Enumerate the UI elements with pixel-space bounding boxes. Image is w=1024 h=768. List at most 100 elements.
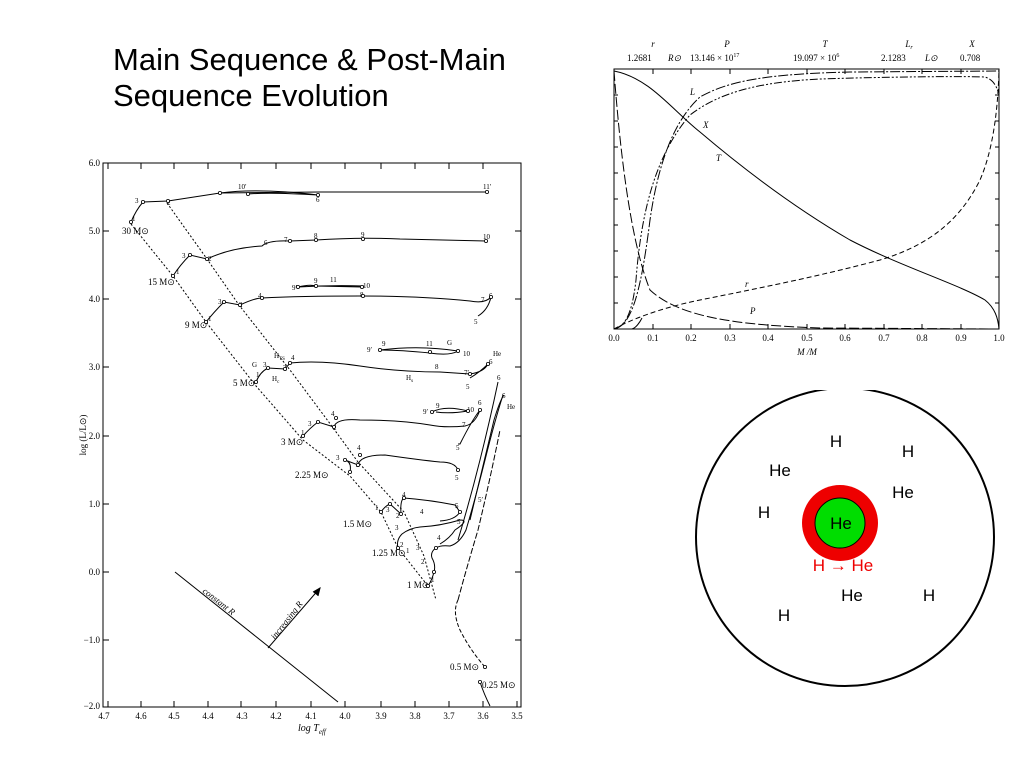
track-30msun <box>130 191 487 223</box>
track-point <box>465 408 470 413</box>
point-label: 4 <box>420 508 424 516</box>
point-label: 4 <box>437 534 441 542</box>
track-point <box>315 419 320 424</box>
track-point <box>221 299 226 304</box>
point-label: Hs <box>406 374 413 384</box>
track-point <box>482 665 487 670</box>
point-label: 1 <box>375 504 379 512</box>
track-point <box>355 462 360 467</box>
envelope-label: H <box>778 606 790 625</box>
point-label: 5 <box>456 444 460 452</box>
interior-plot-frame <box>613 68 1000 330</box>
interior-x-tick-label: 0.0 <box>608 333 620 343</box>
point-label: 5 <box>466 383 470 391</box>
point-label: He <box>493 350 501 358</box>
point-label: HTS <box>274 352 285 362</box>
track-point <box>488 294 493 299</box>
point-label: 5′ <box>478 496 484 504</box>
hr-x-axis-label-main: log T <box>298 723 320 734</box>
track-point <box>401 495 406 500</box>
track-point <box>333 415 338 420</box>
track-point <box>398 512 403 517</box>
point-label: 7 <box>481 296 485 304</box>
interior-header-value-main: 13.146 × 10 <box>690 53 734 63</box>
hr-y-ticks <box>103 162 521 641</box>
slide-title: Main Sequence & Post-Main Sequence Evolu… <box>113 42 573 114</box>
interior-header-value: 0.708 <box>960 53 981 63</box>
track-point <box>485 361 490 366</box>
curve-l <box>613 70 1000 330</box>
point-label: 7 <box>284 236 288 244</box>
mass-label: 15 M⊙ <box>148 277 175 287</box>
track-point <box>128 219 133 224</box>
point-label: 9 <box>314 277 318 285</box>
point-label: 3 <box>308 420 312 428</box>
point-label: 3 <box>218 298 222 306</box>
point-label: G <box>252 361 257 369</box>
track-point <box>265 365 270 370</box>
track-5msun <box>255 361 489 383</box>
interior-header-value-exp: 17 <box>733 53 739 59</box>
track-0-5msun-ascent <box>457 429 501 601</box>
red-giant-branch <box>457 381 505 541</box>
track-point <box>378 509 383 514</box>
interior-header-unit: L⊙ <box>924 53 938 63</box>
track-point <box>259 295 264 300</box>
mass-label: 1.5 M⊙ <box>343 519 372 529</box>
point-label: 6 <box>497 374 501 382</box>
hr-x-tick-label: 3.8 <box>409 711 421 721</box>
track-point <box>457 509 462 514</box>
increasing-r-arrowhead <box>312 586 321 597</box>
point-label: 4 <box>291 354 295 362</box>
track-point <box>455 467 460 472</box>
interior-header-label-main: L <box>904 39 910 49</box>
point-label: 1 <box>431 576 435 584</box>
hc-label-sub: c <box>277 380 280 385</box>
hr-x-axis-label-sub: eff <box>319 728 327 736</box>
interior-x-tick-label: 0.4 <box>762 333 774 343</box>
hr-x-tick-label: 4.1 <box>305 711 316 721</box>
point-label: 4 <box>331 410 335 418</box>
point-label: 11′ <box>483 183 492 191</box>
envelope-label: H <box>830 432 842 451</box>
hts-label-sub: TS <box>279 357 285 362</box>
mass-label: 2.25 M⊙ <box>295 470 329 480</box>
point-label: Hc <box>272 375 280 385</box>
mass-label: 1.25 M⊙ <box>372 548 406 558</box>
track-point <box>429 409 434 414</box>
interior-header-value: 13.146 × 1017 <box>690 53 739 63</box>
track-point <box>217 190 222 195</box>
point-label: 11 <box>330 276 337 284</box>
track-point <box>204 256 209 261</box>
mass-label: 1 M⊙ <box>407 580 429 590</box>
point-label: 1 <box>176 268 180 276</box>
track-point <box>287 360 292 365</box>
track-point <box>360 293 365 298</box>
point-label: G <box>447 339 452 347</box>
interior-x-tick-label: 0.2 <box>685 333 696 343</box>
hr-y-tick-label: 5.0 <box>89 226 101 236</box>
track-point <box>342 457 347 462</box>
track-point <box>425 584 430 589</box>
point-label: 3 <box>182 252 186 260</box>
interior-x-tick-label: 0.9 <box>955 333 967 343</box>
hr-x-tick-label: 4.5 <box>168 711 180 721</box>
point-label: 6 <box>316 196 320 204</box>
track-point <box>237 302 242 307</box>
track-1msun <box>427 394 504 587</box>
track-point <box>295 284 300 289</box>
track-point <box>287 238 292 243</box>
hr-x-tick-label: 3.6 <box>477 711 489 721</box>
interior-x-axis-label: M /M <box>796 347 817 356</box>
hr-x-tick-label: 4.7 <box>98 711 110 721</box>
mass-label: 0.25 M⊙ <box>482 680 516 690</box>
hr-x-tick-label: 3.9 <box>375 711 387 721</box>
hr-x-ticks <box>107 163 518 707</box>
slide-title-line-2: Sequence Evolution <box>113 78 389 113</box>
point-label: 9 <box>436 402 440 410</box>
point-label: 6 <box>489 358 493 366</box>
curve-x <box>613 76 1000 330</box>
envelope-label: He <box>892 483 914 502</box>
hr-y-tick-label: 4.0 <box>89 294 101 304</box>
core-label: He <box>830 514 852 533</box>
